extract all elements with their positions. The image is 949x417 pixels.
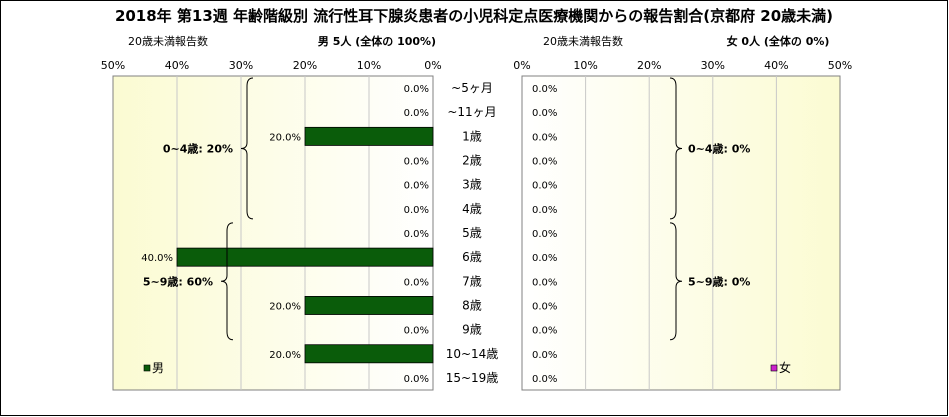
data-label: 20.0% bbox=[269, 301, 301, 312]
legend-label: 男 bbox=[152, 361, 164, 375]
data-label: 0.0% bbox=[532, 84, 557, 95]
data-label: 0.0% bbox=[532, 205, 557, 216]
group-brace bbox=[669, 77, 683, 220]
data-label: 40.0% bbox=[141, 253, 173, 264]
category-label: 4歳 bbox=[462, 202, 482, 216]
data-label: 0.0% bbox=[532, 253, 557, 264]
x-tick-label: 10% bbox=[573, 59, 597, 72]
bar bbox=[304, 126, 434, 146]
x-tick-label: 0% bbox=[424, 59, 441, 72]
category-label: 6歳 bbox=[462, 250, 482, 264]
data-label: 0.0% bbox=[404, 229, 429, 240]
category-label: 7歳 bbox=[462, 274, 482, 288]
legend-swatch bbox=[143, 364, 151, 372]
bar bbox=[176, 247, 434, 267]
data-label: 0.0% bbox=[404, 277, 429, 288]
bar bbox=[304, 296, 434, 315]
sex-total-caption: 女 0人 (全体の 0%) bbox=[727, 34, 830, 48]
data-label: 20.0% bbox=[269, 350, 301, 361]
legend-swatch bbox=[770, 364, 778, 372]
data-label: 0.0% bbox=[404, 157, 429, 168]
category-label: 10~14歳 bbox=[446, 347, 499, 361]
data-label: 0.0% bbox=[532, 108, 557, 119]
data-label: 0.0% bbox=[532, 301, 557, 312]
data-label: 0.0% bbox=[532, 229, 557, 240]
data-label: 0.0% bbox=[532, 181, 557, 192]
group-brace bbox=[240, 77, 254, 220]
data-label: 0.0% bbox=[404, 108, 429, 119]
category-label: 8歳 bbox=[462, 298, 482, 312]
report-count-caption: 20歳未満報告数 bbox=[543, 35, 623, 48]
plot-area bbox=[521, 75, 841, 391]
legend-label: 女 bbox=[779, 360, 791, 375]
category-label: 9歳 bbox=[462, 323, 482, 337]
data-label: 0.0% bbox=[404, 84, 429, 95]
category-label: 1歳 bbox=[462, 129, 482, 143]
x-tick-label: 30% bbox=[701, 59, 725, 72]
data-label: 0.0% bbox=[532, 326, 557, 337]
plot-area bbox=[112, 75, 434, 391]
group-label: 0~4歳: 0% bbox=[688, 141, 750, 155]
data-label: 20.0% bbox=[269, 132, 301, 143]
x-tick-label: 40% bbox=[764, 59, 788, 72]
group-brace bbox=[220, 222, 234, 341]
data-label: 0.0% bbox=[532, 132, 557, 143]
category-label: 5歳 bbox=[462, 226, 482, 240]
category-label: ~5ヶ月 bbox=[451, 81, 493, 95]
x-tick-label: 20% bbox=[637, 59, 661, 72]
group-label: 5~9歳: 0% bbox=[688, 274, 750, 288]
data-label: 0.0% bbox=[404, 374, 429, 385]
group-label: 5~9歳: 60% bbox=[143, 274, 213, 288]
category-label: ~11ヶ月 bbox=[447, 105, 496, 119]
x-tick-label: 0% bbox=[513, 59, 530, 72]
x-tick-label: 10% bbox=[357, 59, 381, 72]
data-label: 0.0% bbox=[532, 350, 557, 361]
category-label: 2歳 bbox=[462, 154, 482, 168]
group-label: 0~4歳: 20% bbox=[163, 141, 233, 155]
category-label: 15~19歳 bbox=[446, 371, 499, 385]
sex-total-caption: 男 5人 (全体の 100%) bbox=[318, 34, 436, 48]
x-tick-label: 40% bbox=[165, 59, 189, 72]
group-brace bbox=[669, 222, 683, 341]
bar bbox=[304, 344, 434, 364]
data-label: 0.0% bbox=[532, 277, 557, 288]
category-label: 3歳 bbox=[462, 178, 482, 192]
data-label: 0.0% bbox=[404, 326, 429, 337]
data-label: 0.0% bbox=[404, 205, 429, 216]
data-label: 0.0% bbox=[532, 157, 557, 168]
data-label: 0.0% bbox=[532, 374, 557, 385]
data-label: 0.0% bbox=[404, 181, 429, 192]
chart-title: 2018年 第13週 年齢階級別 流行性耳下腺炎患者の小児科定点医療機関からの報… bbox=[115, 7, 833, 25]
x-tick-label: 50% bbox=[101, 59, 125, 72]
report-count-caption: 20歳未満報告数 bbox=[128, 35, 208, 48]
x-tick-label: 50% bbox=[828, 59, 852, 72]
x-tick-label: 30% bbox=[229, 59, 253, 72]
x-tick-label: 20% bbox=[293, 59, 317, 72]
